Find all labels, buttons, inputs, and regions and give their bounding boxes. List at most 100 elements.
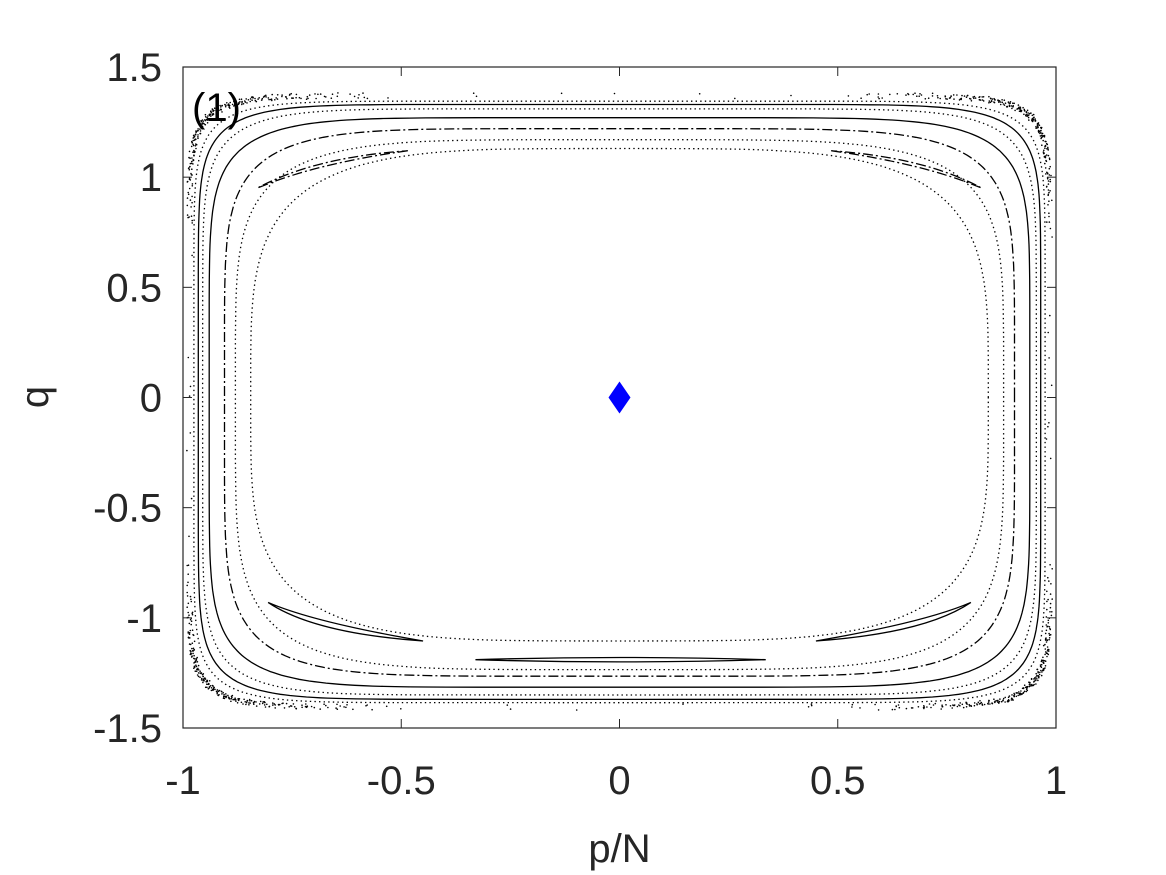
orbit-point <box>1011 694 1013 696</box>
orbit-point <box>959 702 961 704</box>
orbit-point <box>220 106 222 108</box>
orbit-point <box>936 95 939 97</box>
orbit-point <box>249 98 252 100</box>
orbit-point <box>889 93 891 96</box>
orbit-point <box>189 595 192 598</box>
orbit-point <box>894 708 896 711</box>
orbit-point <box>905 707 908 710</box>
orbit-point <box>918 95 920 97</box>
orbit-point <box>1049 633 1052 636</box>
orbit-point <box>1022 691 1025 694</box>
orbit-point <box>187 193 190 196</box>
orbit-point <box>231 696 233 699</box>
orbit-point <box>186 564 188 567</box>
orbit-point <box>191 611 194 614</box>
orbit-point <box>965 706 968 708</box>
orbit-point <box>212 110 214 112</box>
orbit-point <box>235 100 237 102</box>
orbit-point <box>197 669 200 671</box>
orbit-point <box>1046 221 1048 223</box>
orbit-point <box>1046 626 1048 628</box>
orbit-point <box>1051 236 1053 238</box>
orbit-point <box>1040 660 1043 663</box>
orbit-point <box>193 640 196 643</box>
orbit-point <box>990 100 993 103</box>
orbit-point <box>305 703 307 705</box>
orbit-point <box>965 96 968 98</box>
orbit-point <box>206 680 209 683</box>
orbit-point <box>1026 115 1028 117</box>
orbit-point <box>1006 105 1008 108</box>
orbit-point <box>956 94 958 96</box>
orbit-point <box>860 97 862 99</box>
orbit-point <box>188 622 191 625</box>
orbit-point <box>188 187 191 190</box>
orbit-ring <box>197 103 1042 701</box>
orbit-point <box>192 137 194 139</box>
orbit-point <box>268 705 271 708</box>
orbit-point <box>1051 611 1053 613</box>
orbit-point <box>197 667 199 670</box>
orbit-point <box>186 584 188 587</box>
orbit-island <box>475 656 766 663</box>
orbit-point <box>1049 227 1052 230</box>
orbit-point <box>187 632 190 634</box>
orbit-point <box>946 98 948 100</box>
orbit-point <box>223 696 225 698</box>
orbit-point <box>1047 193 1050 196</box>
orbit-point <box>201 123 203 125</box>
orbit-point <box>199 124 202 126</box>
orbit-point <box>202 120 204 122</box>
orbit-point <box>186 606 188 608</box>
orbit-point <box>1016 692 1019 694</box>
orbit-point <box>218 689 221 692</box>
orbit-point <box>973 95 976 98</box>
orbit-point <box>315 97 317 100</box>
orbit-point <box>247 99 250 101</box>
orbit-point <box>1018 692 1020 695</box>
orbit-point <box>265 94 267 97</box>
orbit-point <box>190 162 193 165</box>
y-tick-label: -1.5 <box>93 707 162 751</box>
orbit-point <box>1025 688 1028 691</box>
orbit-point <box>230 697 233 700</box>
orbit-point <box>220 690 223 693</box>
orbit-point <box>227 696 230 698</box>
orbit-point <box>225 696 227 699</box>
orbit-point <box>242 703 244 705</box>
orbit-point <box>1001 99 1003 101</box>
orbit-point <box>973 704 976 707</box>
orbit-point <box>970 100 973 102</box>
orbit-point <box>1044 147 1046 149</box>
orbit-point <box>336 703 338 706</box>
orbit-point <box>1041 671 1043 673</box>
orbit-point <box>271 93 274 96</box>
orbit-point <box>199 670 201 672</box>
orbit-point <box>188 535 190 538</box>
orbit-point <box>1041 132 1043 135</box>
orbit-point <box>281 95 283 98</box>
orbit-point <box>613 92 616 95</box>
orbit-point <box>953 98 955 100</box>
orbit-point <box>245 703 247 706</box>
orbit-point <box>1034 120 1036 122</box>
orbit-point <box>1002 697 1005 700</box>
orbit-point <box>978 703 981 705</box>
orbit-point <box>255 701 257 703</box>
orbit-point <box>230 700 232 703</box>
orbit-point <box>1033 678 1035 680</box>
orbit-point <box>1002 103 1005 105</box>
orbit-ring <box>201 108 1038 696</box>
orbit-point <box>346 704 348 706</box>
orbit-point <box>365 705 367 707</box>
orbit-point <box>192 143 194 146</box>
orbit-point <box>1018 110 1021 112</box>
orbit-point <box>940 708 942 710</box>
orbit-point <box>357 97 360 99</box>
orbit-point <box>248 698 251 701</box>
orbit-point <box>200 125 202 127</box>
orbit-point <box>195 664 197 666</box>
orbit-point <box>257 98 259 100</box>
orbit-point <box>1025 111 1028 114</box>
orbit-point <box>208 687 210 689</box>
